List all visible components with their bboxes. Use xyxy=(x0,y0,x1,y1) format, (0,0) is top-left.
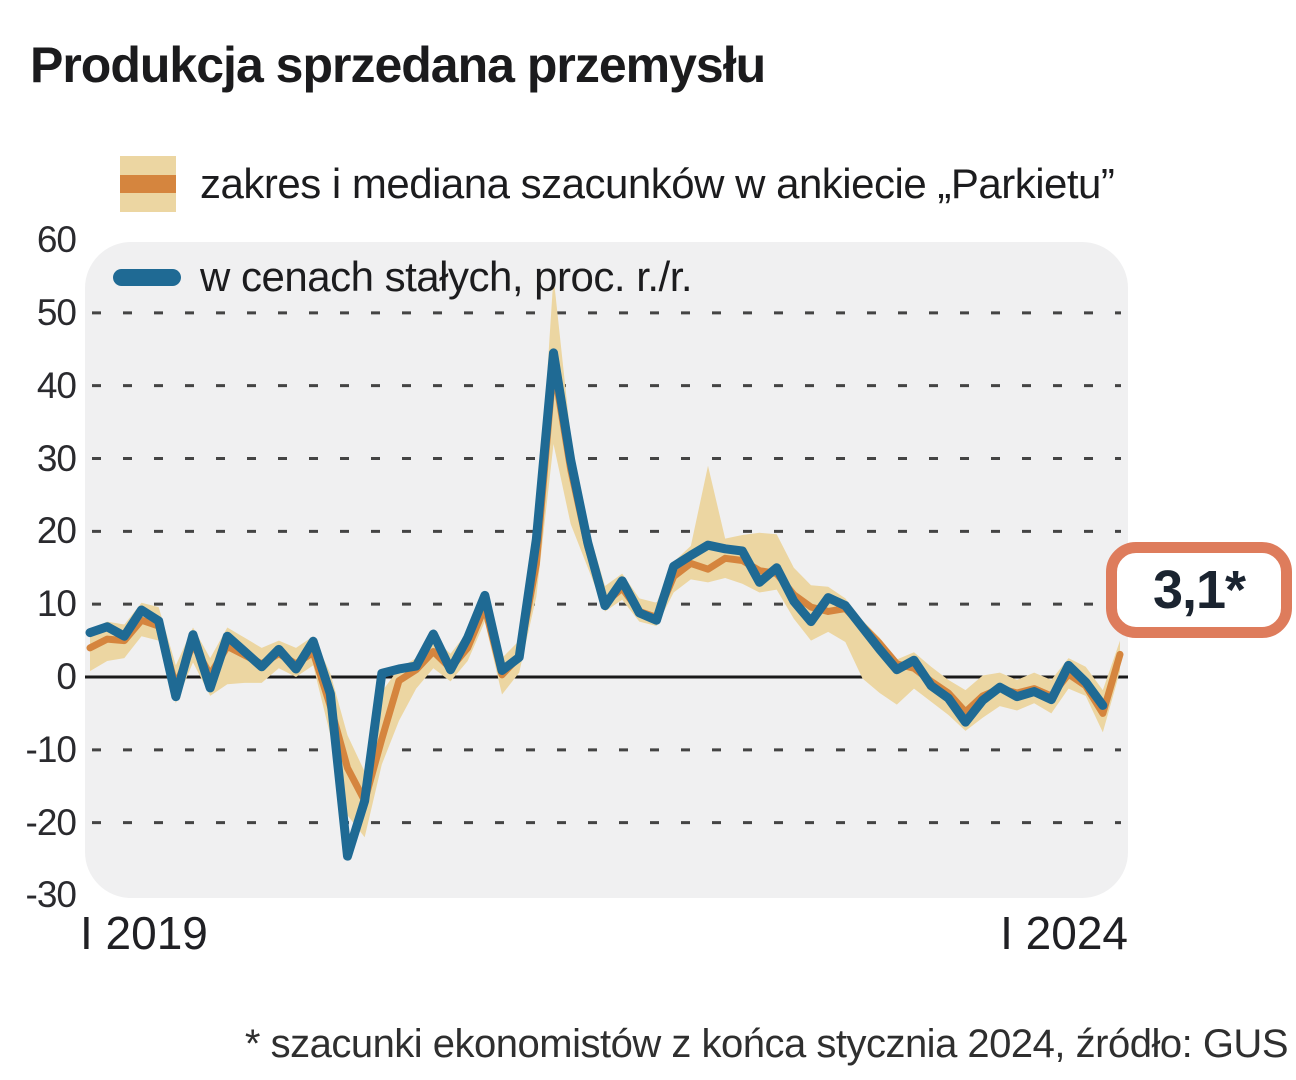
actual-production-line xyxy=(85,348,1108,861)
y-axis-tick-label: 0 xyxy=(56,656,77,697)
x-axis-label-2019: I 2019 xyxy=(80,907,208,959)
y-axis-tick-label: 10 xyxy=(36,583,77,625)
y-axis-tick-label: 60 xyxy=(36,219,77,261)
y-axis-tick-label: 20 xyxy=(36,510,77,552)
y-axis-tick-label: -30 xyxy=(25,874,77,916)
y-axis-tick-label: 30 xyxy=(36,437,77,479)
y-axis-tick-label: 40 xyxy=(36,364,77,406)
legend-label-range-median: zakres i mediana szacunków w ankiecie „P… xyxy=(200,160,1115,207)
legend-label-actual: w cenach stałych, proc. r./r. xyxy=(200,253,693,300)
estimate-badge: 3,1* xyxy=(1106,542,1292,638)
page-title: Produkcja sprzedana przemysłu xyxy=(30,37,766,93)
footnote: * szacunki ekonomistów z końca stycznia … xyxy=(244,1022,1289,1066)
band-median-swatch-icon xyxy=(120,156,176,212)
line-swatch-icon xyxy=(113,268,181,286)
plot-background xyxy=(85,242,1128,898)
x-axis-label-2024: I 2024 xyxy=(1000,907,1128,959)
legend-item-actual: w cenach stałych, proc. r./r. xyxy=(113,249,693,305)
y-axis-tick-label: 50 xyxy=(36,291,77,333)
legend-item-range-median: zakres i mediana szacunków w ankiecie „P… xyxy=(120,156,1115,212)
y-axis-tick-label: -10 xyxy=(25,728,77,770)
y-axis-tick-label: -20 xyxy=(25,801,77,843)
estimate-badge-value: 3,1* xyxy=(1152,560,1246,620)
